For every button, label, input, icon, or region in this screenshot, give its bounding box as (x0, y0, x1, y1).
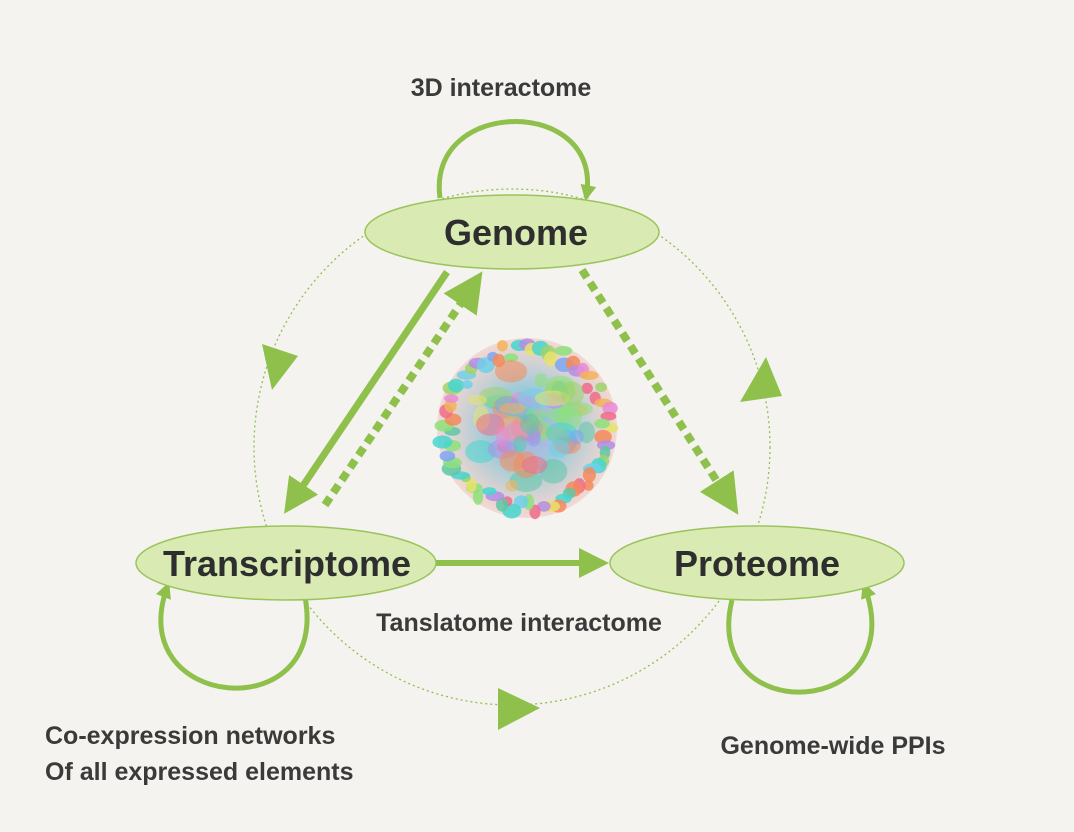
transcriptome-to-genome-arrow (321, 271, 483, 508)
caption-coexpression-line2: Of all expressed elements (45, 758, 353, 786)
transcriptome-node: Transcriptome (135, 525, 437, 601)
cycle-arrow-bottom-icon (498, 688, 540, 730)
network-cluster-icon (432, 338, 619, 520)
cycle-arrow-right-icon (740, 357, 782, 402)
proteome-self-loop (726, 582, 876, 695)
caption-genome-wide-ppis: Genome-wide PPIs (720, 732, 945, 760)
transcriptome-label: Transcriptome (163, 543, 411, 584)
proteome-node: Proteome (609, 525, 905, 601)
genome-to-transcriptome-arrow (284, 270, 450, 514)
genome-label: Genome (444, 212, 588, 253)
proteome-label: Proteome (674, 543, 840, 584)
genome-node: Genome (364, 194, 660, 270)
caption-coexpression-line1: Co-expression networks (45, 722, 335, 750)
cycle-arrow-left-icon (262, 344, 298, 390)
caption-translatome-interactome: Tanslatome interactome (376, 609, 662, 637)
transcriptome-self-loop (155, 582, 310, 691)
genome-to-proteome-arrow (578, 267, 739, 515)
caption-3d-interactome: 3D interactome (411, 74, 592, 102)
genome-self-loop (436, 119, 597, 202)
